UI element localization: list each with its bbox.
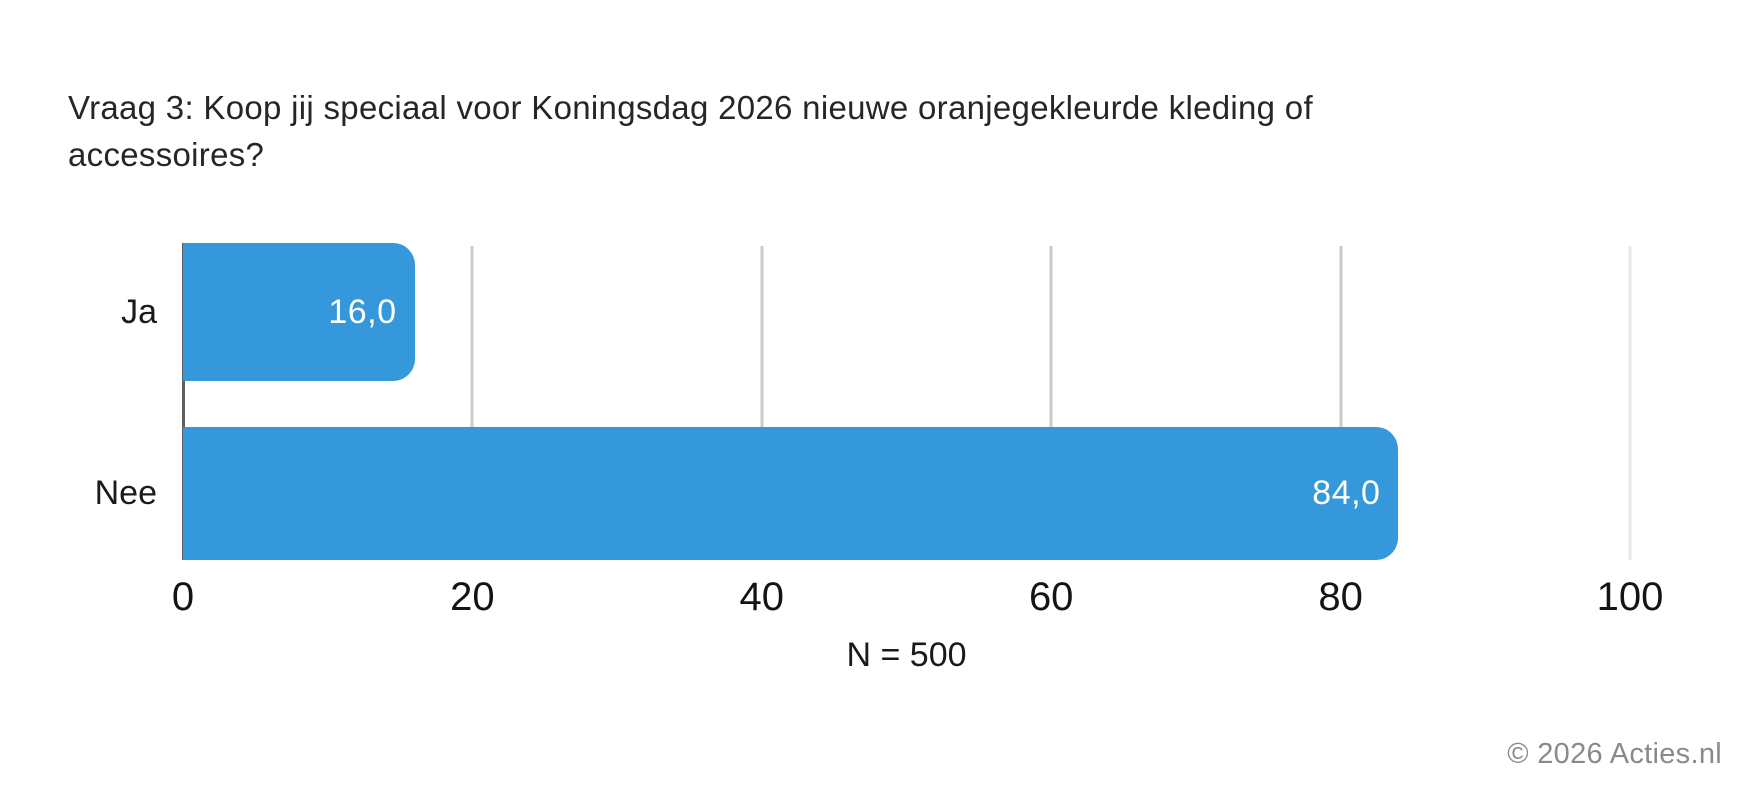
bar-row-ja: Ja 16,0: [121, 243, 1630, 381]
category-label-ja: Ja: [121, 292, 157, 331]
plot-area: Ja 16,0 Nee 84,0 0 20 40 60 80 100: [95, 243, 1663, 619]
bar-nee: 84,0: [183, 427, 1399, 560]
x-tick-label-100: 100: [1596, 575, 1664, 619]
chart-title-line-2: accessoires?: [68, 136, 265, 173]
bar-value-label-ja: 16,0: [328, 292, 397, 331]
category-label-nee: Nee: [94, 474, 157, 512]
y-axis-line: [182, 243, 185, 560]
chart-title-line-1: Vraag 3: Koop jij speciaal voor Koningsd…: [68, 89, 1313, 126]
x-tick-label-0: 0: [171, 575, 195, 619]
gridline-20: [470, 246, 474, 560]
chart-title: Vraag 3: Koop jij speciaal voor Koningsd…: [68, 84, 1488, 178]
x-tick-label-80: 80: [1318, 575, 1363, 619]
gridline-80: [1339, 246, 1343, 560]
bar-value-label-nee: 84,0: [1312, 474, 1381, 512]
x-tick-label-40: 40: [739, 575, 785, 619]
gridline-100: [1628, 246, 1632, 560]
bar-ja: 16,0: [183, 243, 415, 381]
bar-row-nee: Nee 84,0: [95, 427, 1630, 560]
x-tick-label-60: 60: [1028, 575, 1074, 619]
x-tick-label-20: 20: [450, 575, 495, 619]
gridline-40: [760, 246, 764, 560]
gridline-60: [1049, 246, 1053, 560]
copyright-footer: © 2026 Acties.nl: [1507, 738, 1722, 770]
sample-size-caption: N = 500: [846, 636, 967, 674]
